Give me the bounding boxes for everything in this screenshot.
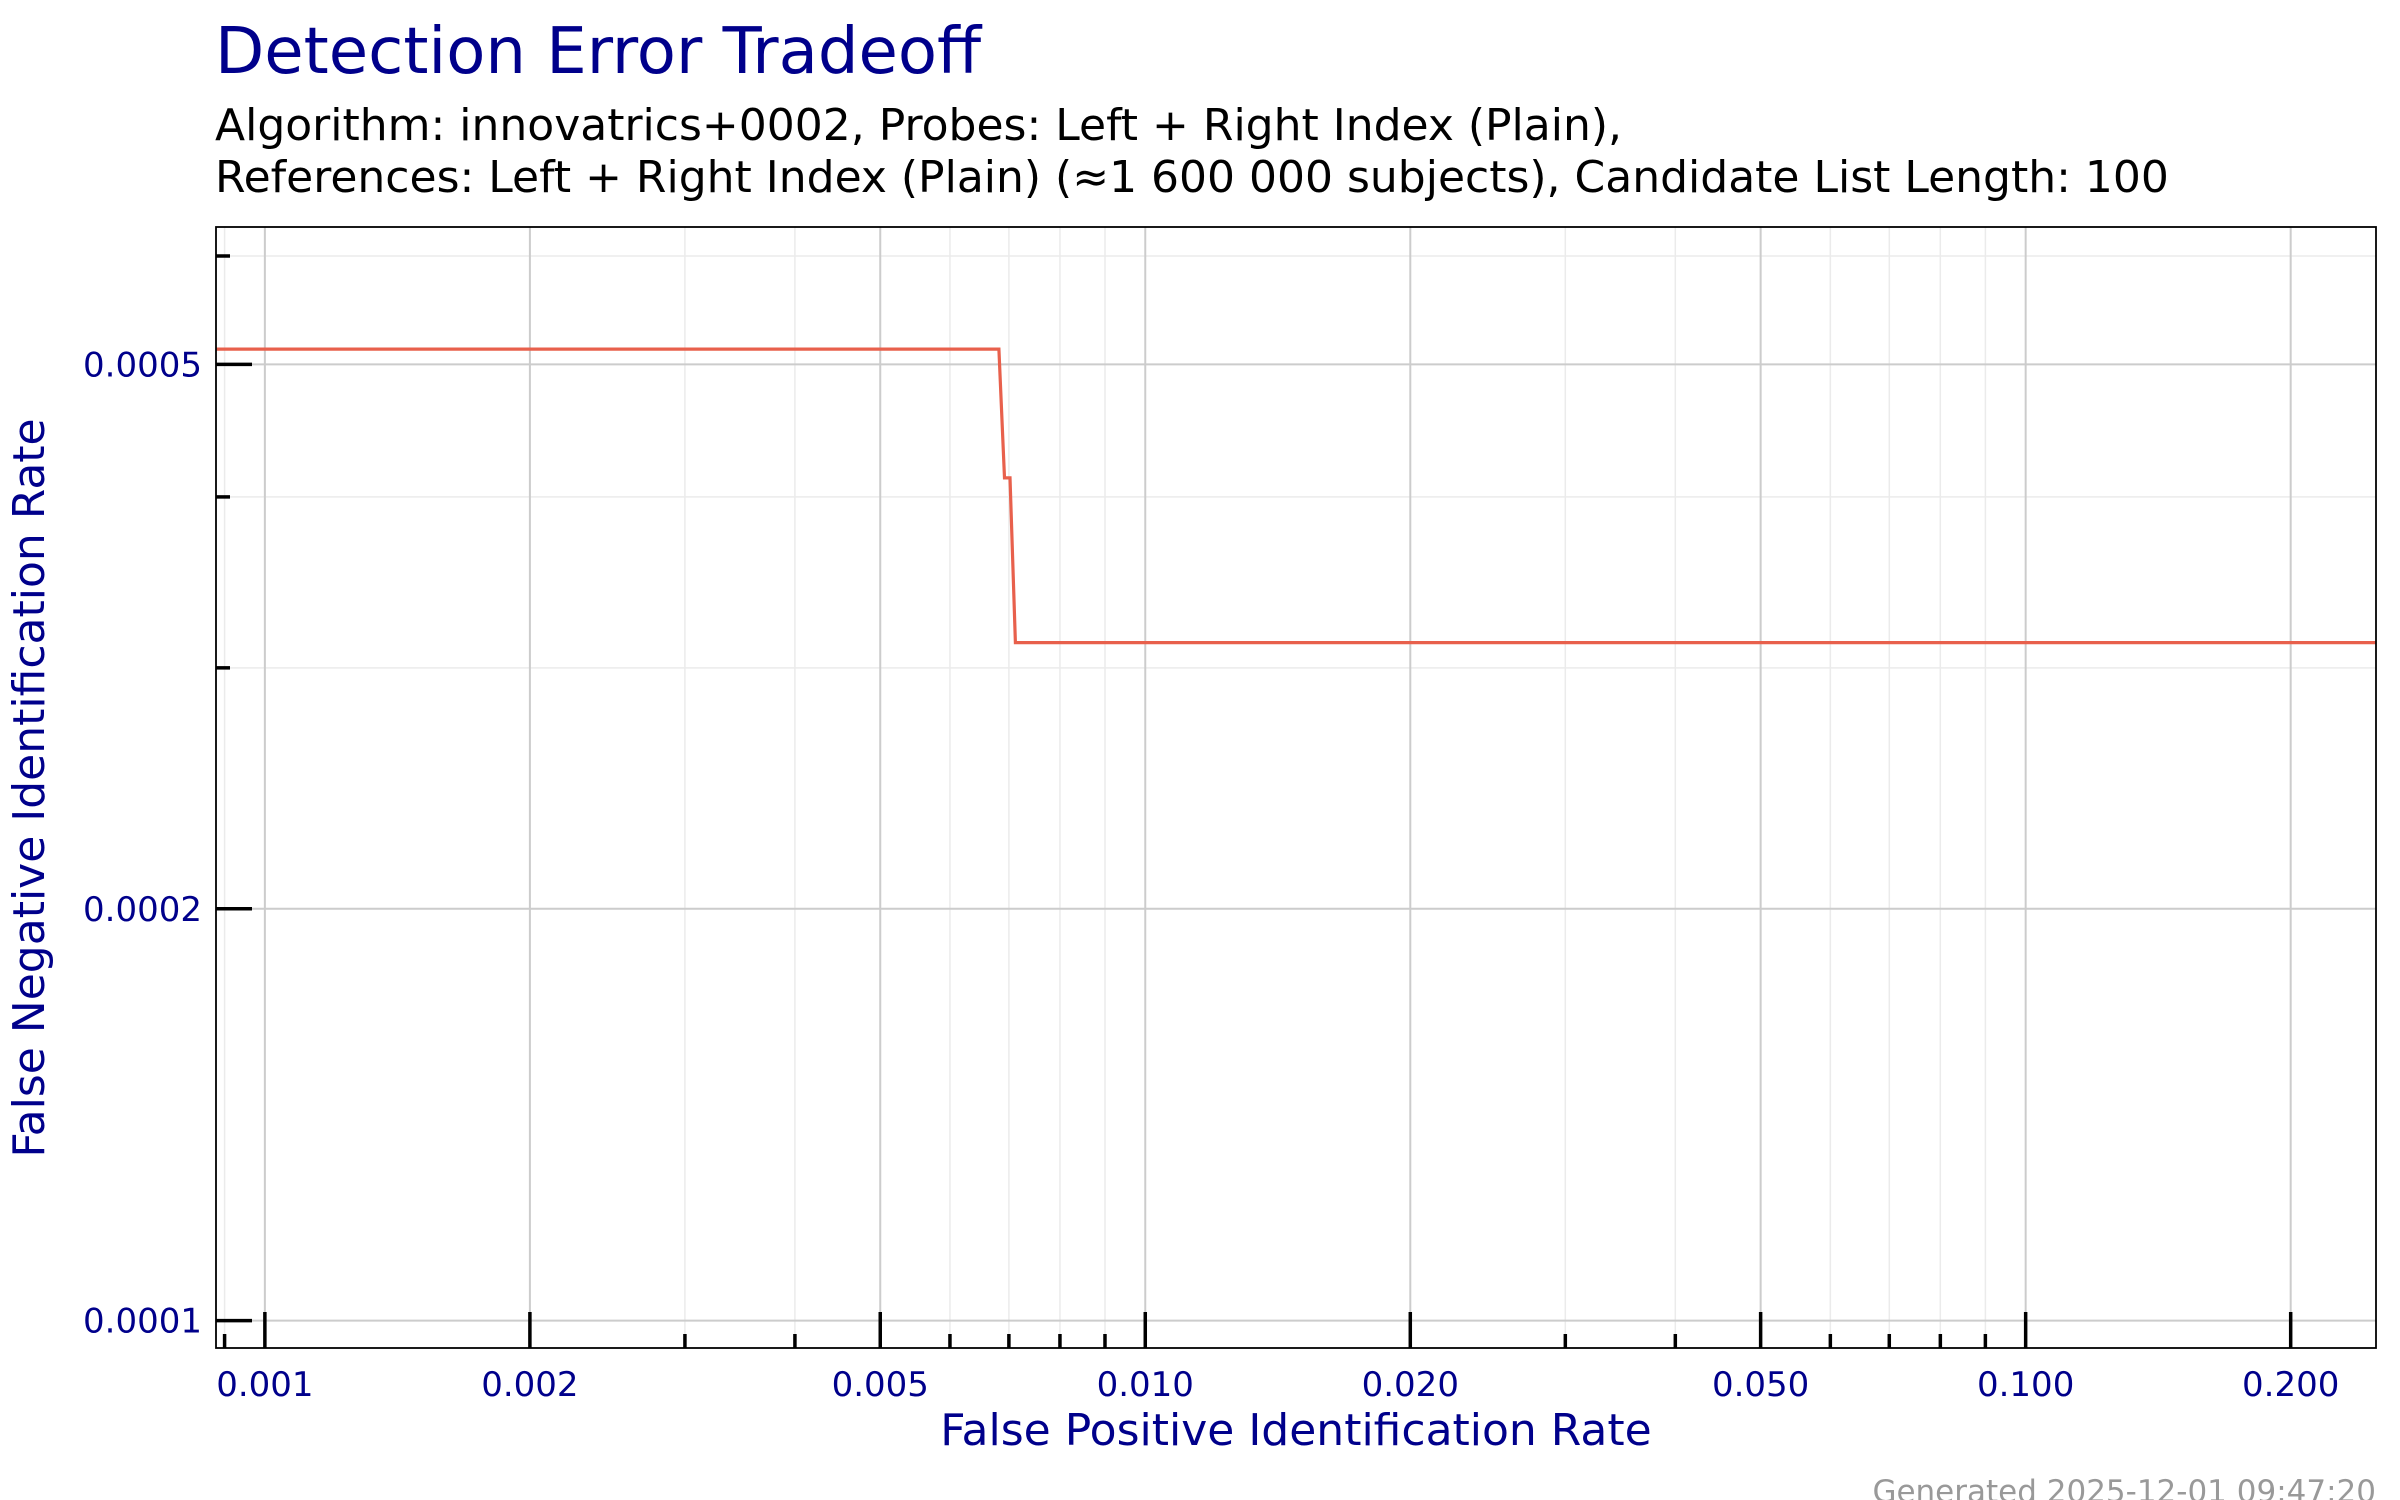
- axis-ticks: [216, 254, 2293, 1348]
- minor-gridlines: [216, 227, 2376, 1348]
- x-tick-label: 0.050: [1712, 1365, 1809, 1405]
- x-tick-label: 0.100: [1977, 1365, 2074, 1405]
- series-layer: [216, 347, 2376, 645]
- x-tick-label: 0.005: [832, 1365, 929, 1405]
- chart-subtitle-line-1: Algorithm: innovatrics+0002, Probes: Lef…: [215, 100, 1622, 151]
- generated-timestamp: Generated 2025-12-01 09:47:20: [1872, 1474, 2376, 1500]
- x-axis-label: False Positive Identification Rate: [940, 1405, 1651, 1456]
- x-tick-label: 0.002: [481, 1365, 578, 1405]
- chart-title: Detection Error Tradeoff: [215, 15, 983, 89]
- y-tick-label: 0.0001: [83, 1302, 202, 1342]
- x-tick-label: 0.001: [216, 1365, 313, 1405]
- y-tick-label: 0.0002: [83, 890, 202, 930]
- x-tick-label: 0.010: [1097, 1365, 1194, 1405]
- x-tick-label: 0.020: [1362, 1365, 1459, 1405]
- y-tick-label: 0.0005: [83, 345, 202, 385]
- chart-subtitle-line-2: References: Left + Right Index (Plain) (…: [215, 152, 2169, 203]
- major-gridlines: [216, 227, 2376, 1348]
- x-tick-label: 0.200: [2242, 1365, 2339, 1405]
- axis-tick-labels: 0.001 0.002 0.005 0.010 0.020 0.050 0.100 0.200…: [83, 345, 2339, 1405]
- plot-frame: [215, 226, 2377, 1349]
- y-axis-label: False Negative Identification Rate: [4, 418, 55, 1157]
- series-line-0: [216, 347, 2376, 645]
